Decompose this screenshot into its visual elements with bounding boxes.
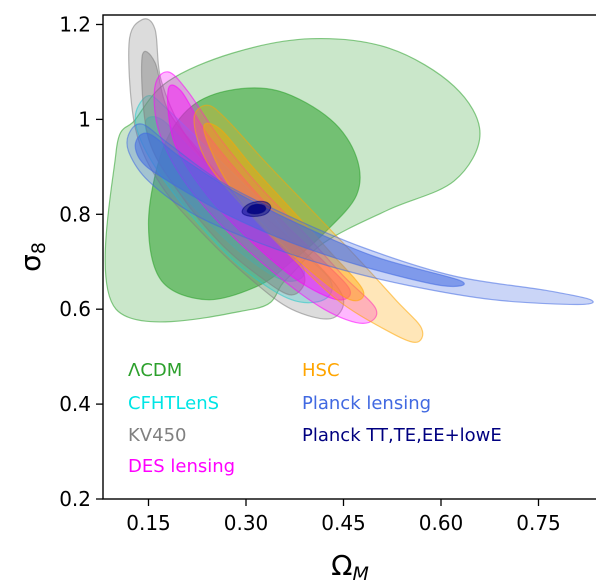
- x-axis-ticks: 0.15 0.30 0.45 0.60 0.75: [126, 499, 561, 535]
- y-tick-label: 0.8: [59, 202, 91, 226]
- y-tick-label: 0.2: [59, 487, 91, 511]
- legend: ΛCDM CFHTLenS KV450 DES lensing HSC Planck le…: [128, 360, 502, 477]
- y-axis-ticks: 0.2 0.4 0.6 0.8 1 1.2: [59, 12, 103, 511]
- x-tick-label: 0.30: [224, 511, 269, 535]
- legend-entry-planck-lensing: Planck lensing: [302, 393, 431, 414]
- plot-frame: [102, 14, 596, 500]
- y-tick-label: 0.6: [59, 297, 91, 321]
- contour-planck-lensing-95: [126, 123, 594, 306]
- y-axis-label: σ8: [14, 242, 50, 272]
- y-tick-label: 0.4: [59, 392, 91, 416]
- legend-entry-lambdacdm: ΛCDM: [128, 360, 182, 381]
- legend-entry-hsc: HSC: [302, 360, 340, 381]
- legend-entry-cfhtlens: CFHTLenS: [128, 393, 219, 414]
- x-tick-label: 0.60: [419, 511, 464, 535]
- x-tick-label: 0.75: [516, 511, 561, 535]
- x-axis-label: ΩM: [331, 549, 369, 582]
- contour-planck-lensing-68: [134, 132, 465, 287]
- legend-entry-des-lensing: DES lensing: [128, 456, 235, 477]
- y-tick-label: 1: [78, 107, 91, 131]
- y-tick-label: 1.2: [59, 12, 91, 36]
- x-tick-label: 0.15: [126, 511, 171, 535]
- x-tick-label: 0.45: [321, 511, 366, 535]
- legend-entry-kv450: KV450: [128, 425, 186, 446]
- contour-planck-tt-te-ee-lowe-68: [246, 203, 267, 215]
- legend-entry-planck-tt-te-ee-lowe: Planck TT,TE,EE+lowE: [302, 425, 502, 446]
- contour-layer: [104, 18, 594, 344]
